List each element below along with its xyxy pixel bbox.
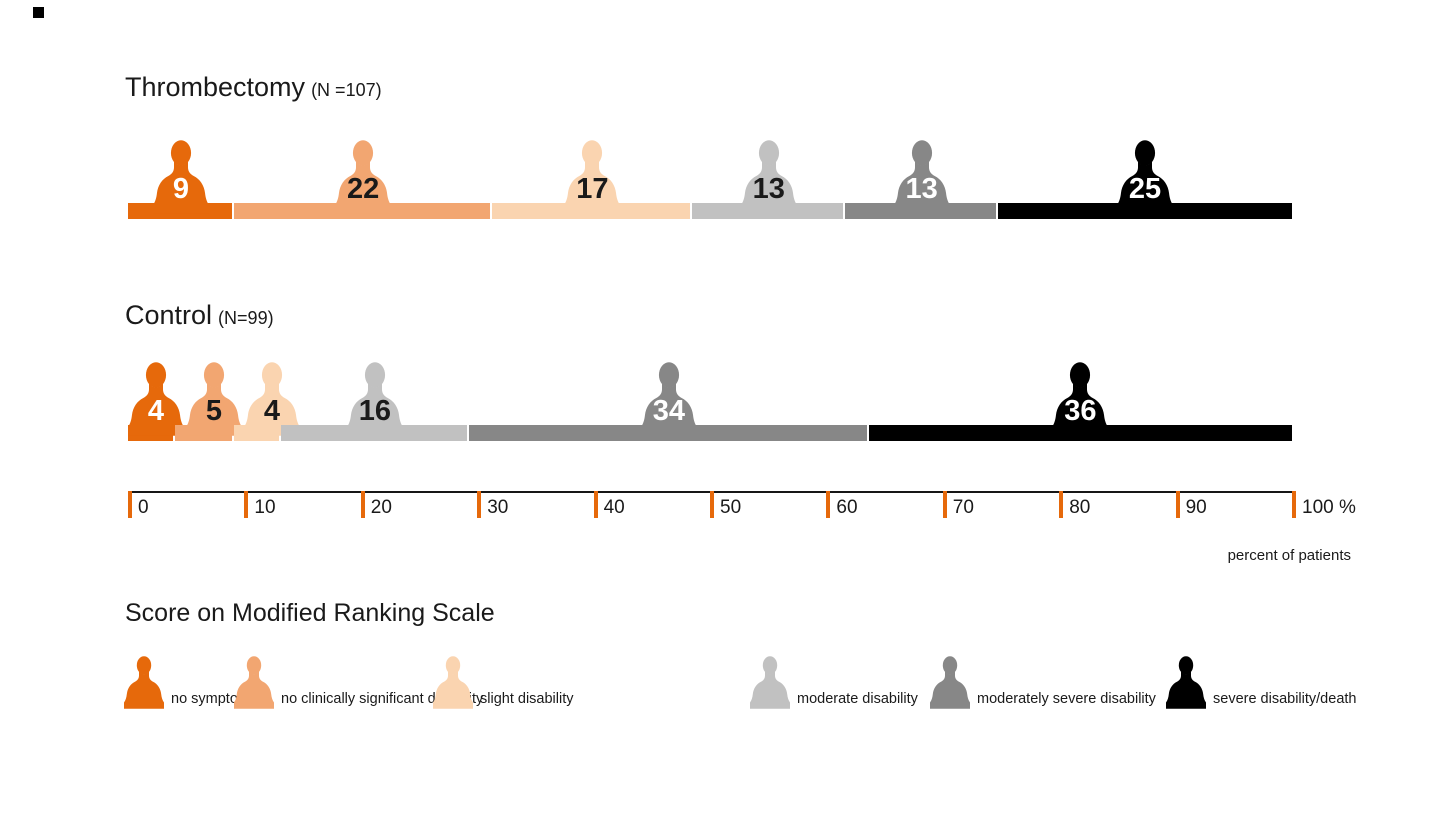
axis-tick [1175, 491, 1180, 518]
person-figure: 9 [152, 135, 209, 219]
legend-title: Score on Modified Ranking Scale [125, 599, 495, 627]
tick-label: 40 [603, 497, 625, 518]
segment-value: 16 [358, 395, 392, 427]
axis-tick [1059, 491, 1064, 518]
person-icon [750, 656, 790, 709]
person-icon [893, 140, 950, 214]
segment-value: 13 [905, 173, 938, 205]
person-icon [640, 362, 697, 436]
person-figure: 22 [335, 135, 392, 219]
page-corner-mark [33, 7, 44, 18]
legend-label: slight disability [480, 691, 574, 707]
person-figure: 25 [1117, 135, 1174, 219]
person-icon [124, 656, 164, 709]
person-icon [234, 656, 274, 709]
person-icon [152, 140, 209, 214]
person-icon [244, 362, 300, 436]
series-name: Control [125, 300, 213, 330]
person-icon [740, 140, 797, 214]
series-name: Thrombectomy [125, 72, 306, 102]
tick-label: 90 [1185, 497, 1207, 518]
segment-value: 36 [1064, 395, 1097, 427]
tick-label: 30 [487, 497, 509, 518]
tick-label: 50 [720, 497, 742, 518]
tick-label: 80 [1069, 497, 1091, 518]
axis-tick [244, 491, 249, 518]
axis-tick [477, 491, 482, 518]
person-figure: 4 [128, 357, 184, 441]
tick-label: 60 [836, 497, 858, 518]
legend-label: no clinically significant disability [281, 691, 484, 707]
person-figure: 36 [1052, 357, 1109, 441]
person-icon [1052, 362, 1109, 436]
tick-label: 20 [370, 497, 392, 518]
tick-label: 100 % [1302, 497, 1356, 518]
segment-value: 13 [752, 173, 785, 205]
person-icon [433, 656, 473, 709]
axis-tick [128, 491, 132, 518]
axis-tick [942, 491, 947, 518]
segment-value: 4 [263, 395, 281, 427]
legend-label: severe disability/death [1213, 691, 1357, 707]
axis-tick [710, 491, 714, 518]
axis-tick [593, 491, 598, 518]
person-icon [186, 362, 242, 436]
person-icon [564, 140, 621, 214]
segment-value: 34 [652, 395, 685, 427]
segment-value: 9 [172, 173, 189, 205]
series-n-label: (N =107) [311, 80, 382, 100]
person-icon [930, 656, 970, 709]
person-figure: 34 [640, 357, 697, 441]
row-title-control: Control (N=99) [125, 300, 274, 331]
row-title-thrombectomy: Thrombectomy (N =107) [125, 72, 382, 103]
tick-label: 0 [138, 497, 149, 518]
segment-value: 25 [1128, 173, 1162, 205]
tick-label: 10 [254, 497, 276, 518]
bar-track-thrombectomy: 9 22 17 13 13 25 [128, 135, 1292, 219]
x-axis: 0 10 20 30 40 50 60 70 80 90 100 % [128, 491, 1356, 521]
person-icon [128, 362, 184, 436]
axis-tick [360, 491, 365, 518]
person-figure: 13 [740, 135, 797, 219]
person-figure: 16 [346, 357, 403, 441]
person-figure: 5 [186, 357, 242, 441]
series-n-label: (N=99) [218, 308, 274, 328]
axis-caption: percent of patients [1227, 547, 1351, 564]
segment-value: 22 [347, 173, 380, 205]
person-figure: 4 [244, 357, 300, 441]
segment-value: 17 [576, 173, 609, 205]
tick-label: 70 [952, 497, 974, 518]
bar-track-control: 4 5 4 16 34 36 [128, 357, 1292, 441]
segment-value: 5 [205, 395, 223, 427]
segment-value: 4 [147, 395, 165, 427]
person-figure: 13 [893, 135, 950, 219]
person-icon [335, 140, 392, 214]
legend-label: moderate disability [797, 691, 918, 707]
axis-tick [1292, 491, 1296, 518]
person-icon [1117, 140, 1174, 214]
person-icon [1166, 656, 1206, 709]
legend-label: moderately severe disability [977, 691, 1156, 707]
person-figure: 17 [564, 135, 621, 219]
person-icon [346, 362, 403, 436]
axis-tick [826, 491, 831, 518]
